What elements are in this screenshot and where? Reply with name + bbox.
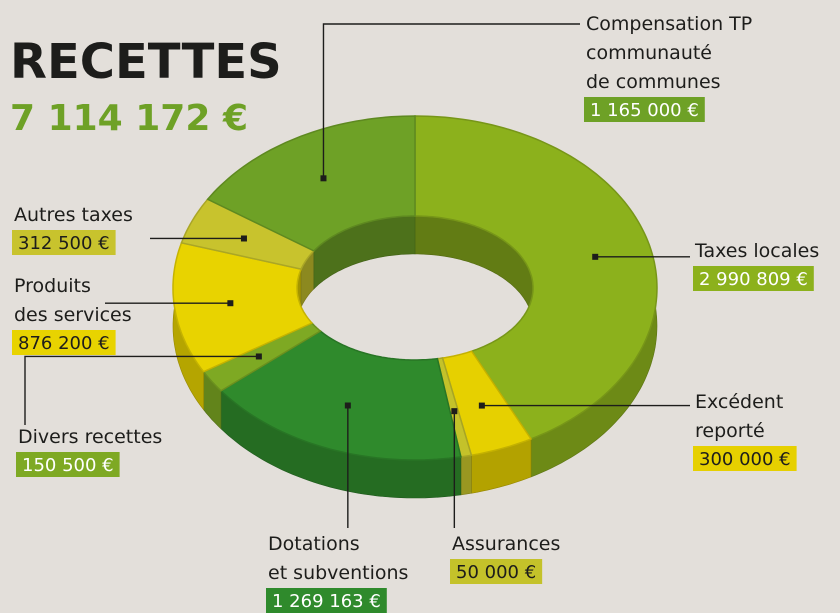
leader-dot [227, 300, 234, 307]
value-box [12, 230, 116, 255]
value-box [584, 97, 705, 122]
category-label: Produits [14, 275, 91, 297]
value-box [693, 446, 797, 471]
category-label: reporté [695, 420, 765, 442]
value-box [16, 452, 120, 477]
leader-line [24, 355, 259, 425]
value-label: 876 200 € [18, 333, 110, 354]
category-label: de communes [586, 71, 721, 93]
value-label: 150 500 € [22, 455, 114, 476]
value-label: 2 990 809 € [699, 269, 808, 290]
category-label: Taxes locales [694, 240, 819, 262]
value-label: 312 500 € [18, 233, 110, 254]
chart-title: RECETTES [10, 34, 282, 90]
value-box [12, 330, 116, 355]
category-label: Divers recettes [18, 426, 162, 448]
value-label: 1 165 000 € [590, 100, 699, 121]
leader-dot [320, 175, 327, 182]
category-label: Autres taxes [14, 204, 133, 226]
leader-dot [478, 402, 485, 409]
category-label: Excédent [695, 391, 783, 413]
chart-subtitle: 7 114 172 € [10, 98, 248, 139]
category-label: Assurances [452, 533, 560, 555]
leader-dot [451, 408, 458, 415]
category-label: des services [14, 304, 132, 326]
value-label: 1 269 163 € [272, 591, 381, 612]
leader-dot [240, 235, 247, 242]
value-box [266, 588, 387, 613]
value-label: 50 000 € [456, 562, 536, 583]
category-label: et subventions [268, 562, 408, 584]
value-box [450, 559, 543, 584]
leader-dot [592, 253, 599, 260]
category-label: communauté [586, 42, 712, 64]
leader-dot [255, 353, 262, 360]
value-box [693, 266, 814, 291]
value-label: 300 000 € [699, 449, 791, 470]
segment-outer-side [460, 454, 472, 496]
segment [206, 115, 416, 252]
leader-line [322, 23, 580, 179]
category-label: Dotations [268, 533, 360, 555]
leader-dot [344, 402, 351, 409]
category-label: Compensation TP [586, 13, 752, 35]
